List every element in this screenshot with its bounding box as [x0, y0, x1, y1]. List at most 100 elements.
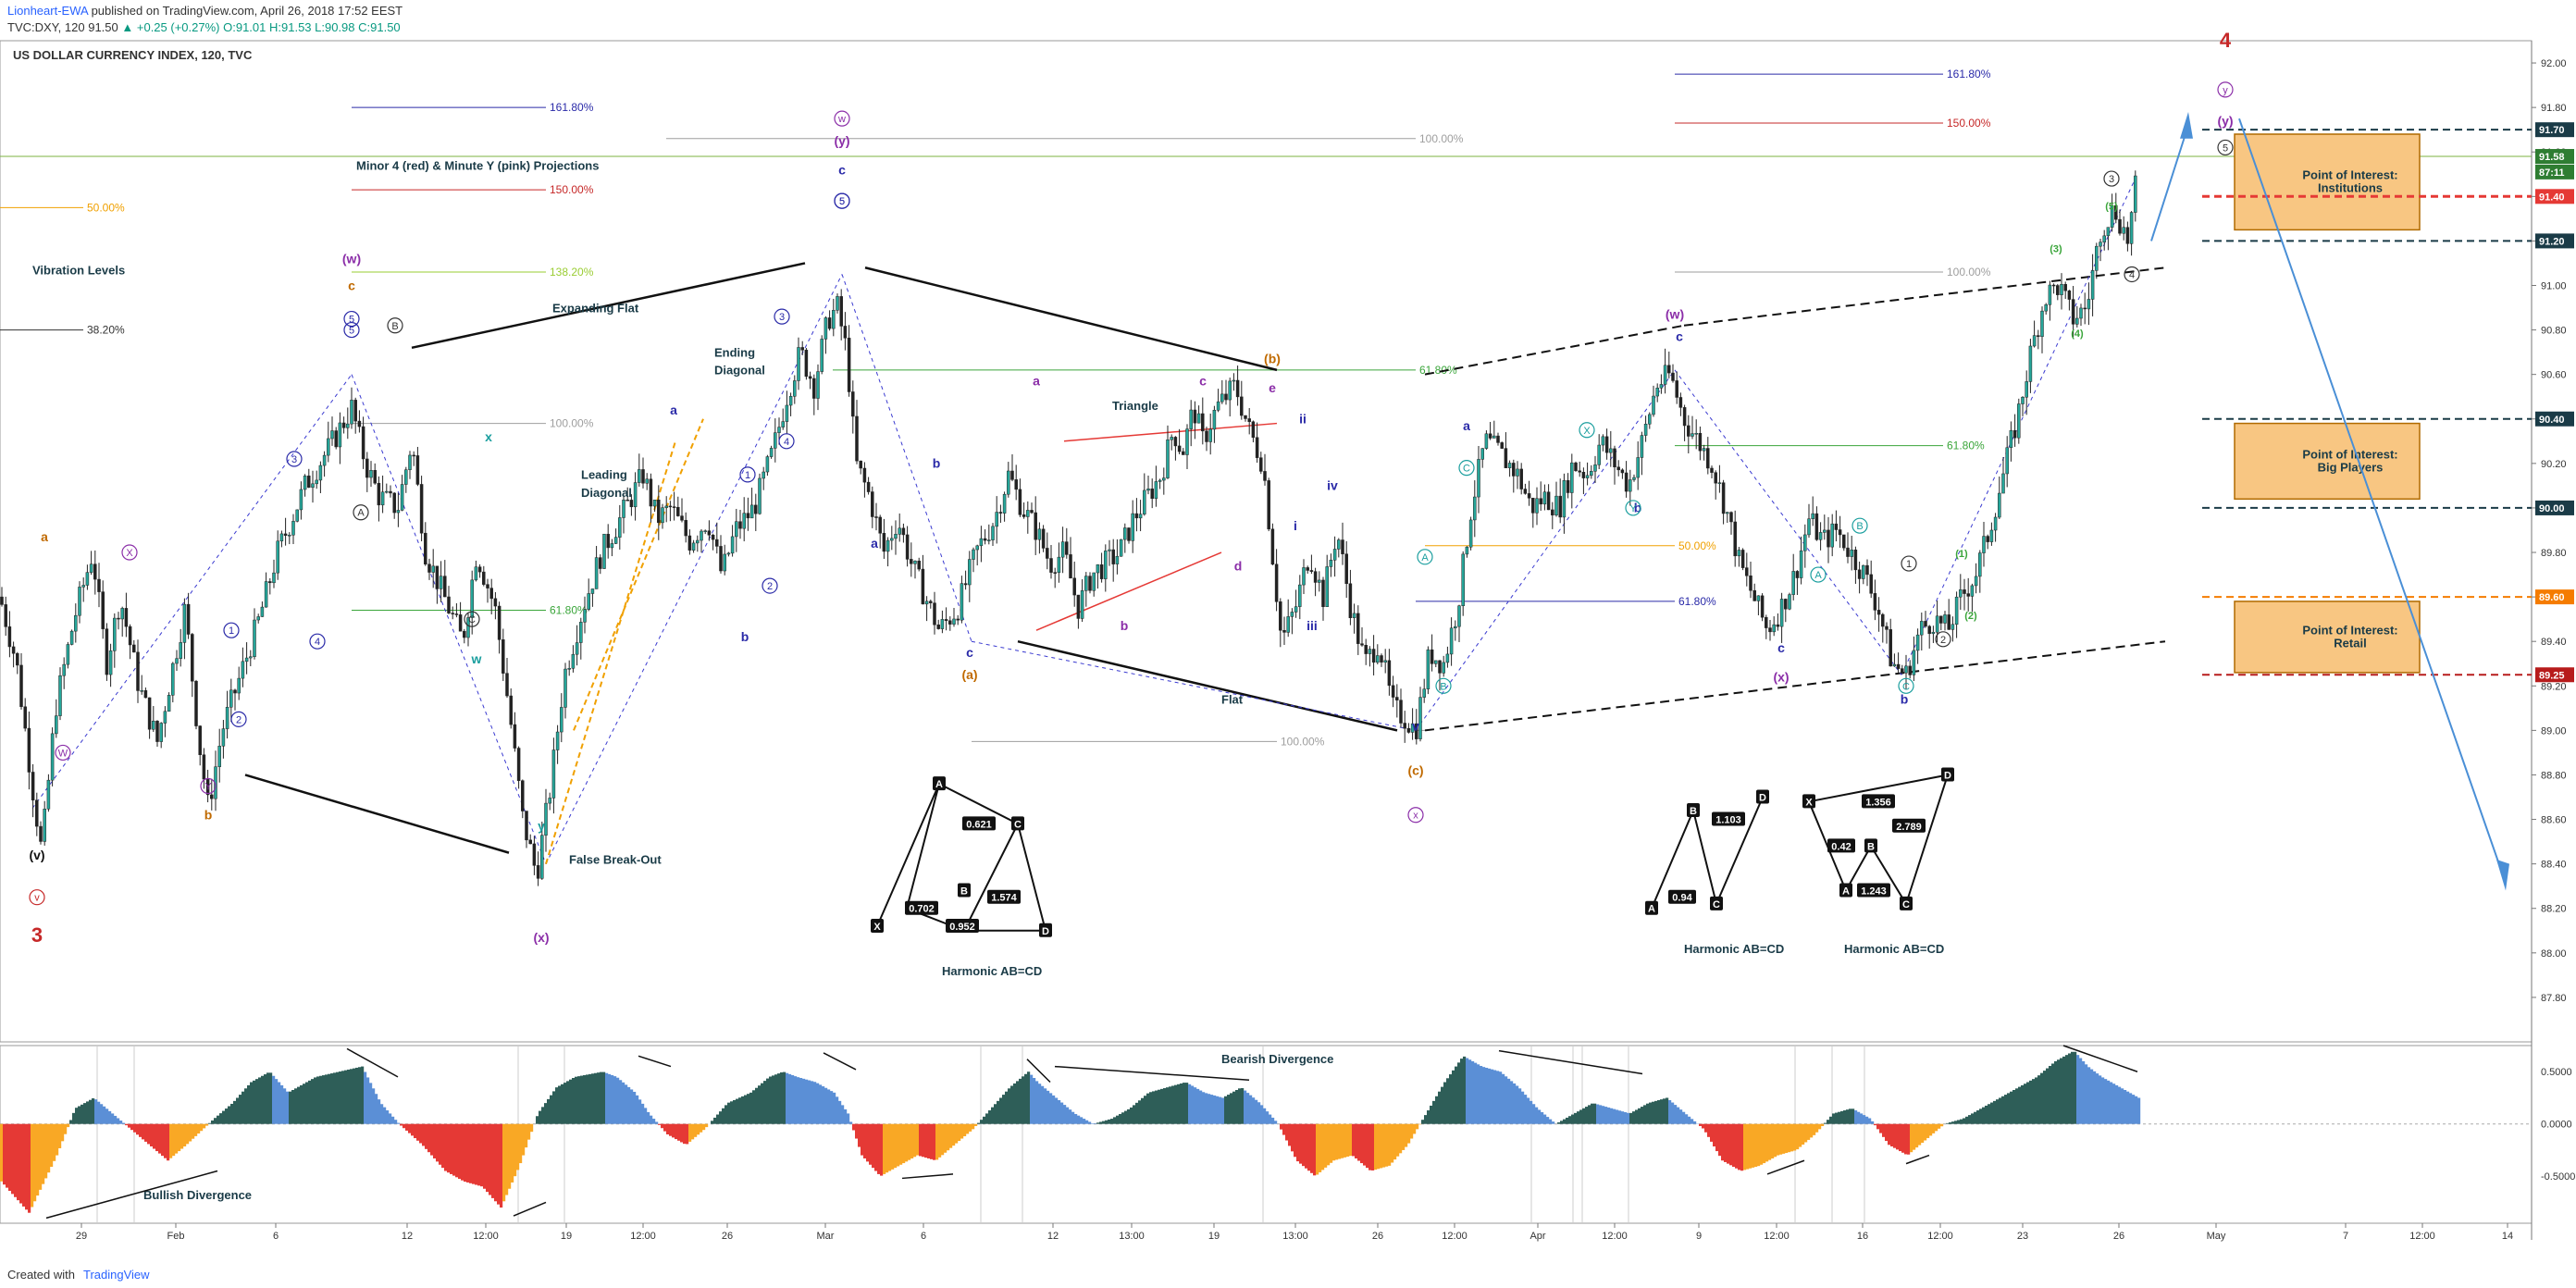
osc-bar	[1280, 1123, 1283, 1130]
osc-bar	[2132, 1095, 2136, 1124]
osc-bar	[1299, 1123, 1303, 1164]
candle-body	[1418, 697, 1422, 739]
osc-bar	[1044, 1088, 1047, 1124]
osc-bar	[92, 1098, 95, 1124]
osc-bar	[1674, 1105, 1678, 1124]
leading-diagonal-label: Leading	[581, 468, 627, 482]
candle-body	[1788, 594, 1791, 610]
osc-bar	[811, 1081, 814, 1124]
divergence-line	[638, 1055, 672, 1068]
candle-body	[505, 673, 509, 697]
candle-body	[1943, 614, 1947, 624]
osc-bar	[1449, 1074, 1453, 1124]
osc-bar	[1577, 1111, 1580, 1124]
poi-label: Point of Interest:	[2302, 447, 2397, 461]
osc-bar	[1038, 1084, 1042, 1124]
osc-bar	[1818, 1123, 1822, 1130]
candle-body	[2095, 245, 2099, 271]
osc-bar	[522, 1123, 526, 1156]
candle-body	[696, 539, 700, 544]
wave-c-2: c	[838, 162, 846, 177]
candle-body	[788, 396, 793, 406]
candle-body	[1915, 634, 1920, 651]
candle-body	[1251, 421, 1256, 439]
candle-body	[439, 576, 443, 589]
candle-body	[715, 539, 719, 547]
osc-bar	[935, 1123, 939, 1160]
candle-body	[1376, 655, 1380, 663]
candle-body	[2056, 285, 2060, 295]
osc-bar	[1971, 1113, 1975, 1124]
candle-body	[1652, 395, 1655, 415]
harmonic-3-path	[1808, 774, 1950, 907]
osc-bar	[264, 1074, 267, 1124]
chart-canvas[interactable]: US DOLLAR CURRENCY INDEX, 120, TVC 161.8…	[0, 0, 2576, 1260]
candle-body	[1442, 662, 1445, 674]
osc-bar	[1108, 1119, 1111, 1124]
fib-label: 161.80%	[550, 101, 594, 114]
osc-bar	[597, 1072, 601, 1124]
osc-bar	[477, 1123, 481, 1186]
osc-bar	[1399, 1123, 1403, 1154]
candle-body	[711, 535, 715, 540]
harmonic-label-3: Harmonic AB=CD	[1844, 942, 1944, 956]
candle-body	[1208, 428, 1212, 442]
osc-bar	[31, 1123, 34, 1208]
osc-bar	[1344, 1123, 1347, 1158]
osc-bar	[1929, 1123, 1933, 1136]
fib-label: 161.80%	[1947, 68, 1991, 80]
wave-num2-circle-label: 4	[784, 437, 789, 448]
osc-bar	[1724, 1123, 1728, 1162]
price-badge-label: 87:11	[2539, 167, 2565, 179]
osc-bar	[636, 1095, 639, 1124]
candle-body	[894, 534, 898, 539]
candle-body	[182, 603, 187, 643]
osc-bar	[1546, 1117, 1550, 1124]
osc-bar	[1160, 1088, 1164, 1124]
osc-bar	[1685, 1114, 1689, 1124]
osc-bar	[11, 1123, 15, 1195]
osc-bar	[230, 1103, 234, 1124]
osc-bar	[280, 1084, 284, 1124]
publisher-link[interactable]: Lionheart-EWA	[7, 4, 88, 18]
candle-body	[19, 664, 23, 708]
candle-body	[672, 506, 676, 508]
candle-body	[4, 604, 7, 627]
osc-bar	[1477, 1064, 1480, 1124]
price-axis[interactable]: 92.0091.8091.6091.4091.2091.0090.8090.60…	[2532, 58, 2575, 1183]
h2-B-text: B	[1690, 806, 1697, 817]
time-tick-label: 19	[1208, 1231, 1220, 1242]
osc-bar	[1366, 1123, 1369, 1169]
price-badge	[2535, 500, 2574, 515]
candle-body	[1119, 539, 1123, 557]
candle-body	[1648, 414, 1652, 425]
candle-body	[419, 484, 424, 534]
wave-x: (x)	[533, 930, 549, 945]
candle-body	[1671, 372, 1675, 381]
divergence-line	[901, 1173, 954, 1180]
osc-bar	[1135, 1102, 1139, 1124]
h1-A-box	[933, 776, 946, 791]
candle-body	[315, 479, 318, 485]
candle-body	[2021, 396, 2025, 404]
wave-w-circle	[834, 110, 850, 127]
osc-bar	[525, 1123, 528, 1148]
time-axis[interactable]: 29 Feb 6 12 12:00 19 12:00 26 Mar 6 12 13:00 19 13:00…	[76, 1223, 2513, 1242]
fib-label: 100.00%	[1947, 266, 1991, 279]
osc-bar	[1060, 1102, 1064, 1124]
wave-1b-circle	[1901, 555, 1917, 572]
osc-bar	[64, 1123, 68, 1134]
projection-arrow-up	[2150, 125, 2189, 242]
osc-bar	[683, 1123, 687, 1145]
osc-bar	[1035, 1081, 1039, 1124]
osc-bar	[1702, 1123, 1705, 1129]
osc-bar	[136, 1123, 140, 1135]
osc-bar	[1804, 1123, 1808, 1143]
candle-body	[1663, 365, 1667, 385]
wave-C3-circle-label: C	[468, 614, 476, 625]
h1-D-box	[1039, 923, 1052, 937]
osc-bar	[217, 1115, 220, 1124]
candle-body	[1799, 550, 1803, 578]
tradingview-brand[interactable]: TradingView	[83, 1268, 150, 1282]
